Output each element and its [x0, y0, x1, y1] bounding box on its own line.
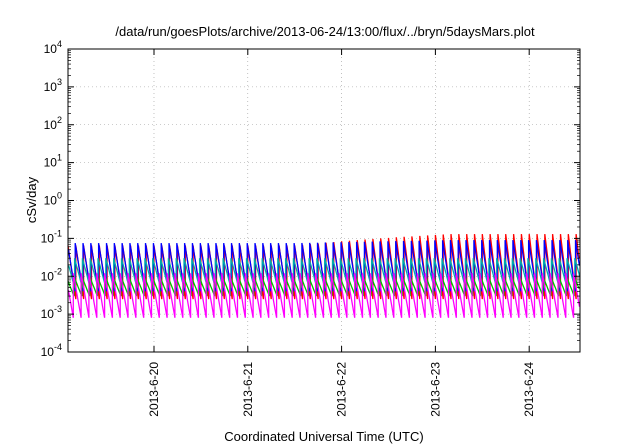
axes: 10-4 10-3 10-2 10-1 100 101 102 103 104 2013-6-20…	[41, 39, 580, 417]
y-tick-label: 102	[44, 115, 62, 132]
series-group	[67, 234, 581, 318]
y-tick-label: 100	[44, 191, 62, 208]
y-tick-label: 10-4	[41, 342, 62, 359]
x-tick-label: 2013-6-22	[335, 362, 349, 417]
y-tick-label: 101	[44, 153, 62, 170]
y-tick-label: 10-3	[41, 304, 62, 321]
x-tick-label: 2013-6-24	[522, 362, 536, 417]
y-tick-label: 104	[44, 39, 62, 56]
x-tick-label: 2013-6-20	[147, 362, 161, 417]
x-tick-label: 2013-6-23	[428, 362, 442, 417]
y-tick-label: 10-1	[41, 228, 62, 245]
x-axis-label: Coordinated Universal Time (UTC)	[224, 429, 423, 444]
y-tick-label: 103	[44, 77, 62, 94]
chart-title: /data/run/goesPlots/archive/2013-06-24/1…	[115, 24, 535, 39]
x-tick-label: 2013-6-21	[241, 362, 255, 417]
y-axis-label: cSv/day	[24, 176, 39, 223]
series-line-5	[67, 273, 581, 318]
y-tick-label: 10-2	[41, 266, 62, 283]
